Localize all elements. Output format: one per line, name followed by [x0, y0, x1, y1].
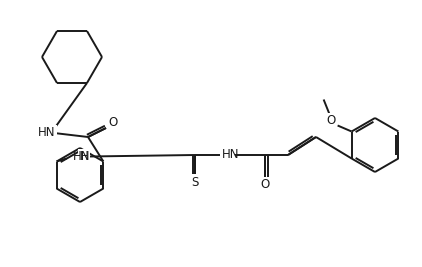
Text: O: O: [260, 179, 270, 191]
Text: O: O: [108, 116, 118, 129]
Text: H: H: [80, 150, 88, 163]
Text: HN: HN: [38, 127, 56, 139]
Text: S: S: [191, 175, 199, 189]
Text: O: O: [326, 114, 335, 127]
Text: HN: HN: [222, 148, 240, 162]
Text: HN: HN: [73, 150, 90, 163]
